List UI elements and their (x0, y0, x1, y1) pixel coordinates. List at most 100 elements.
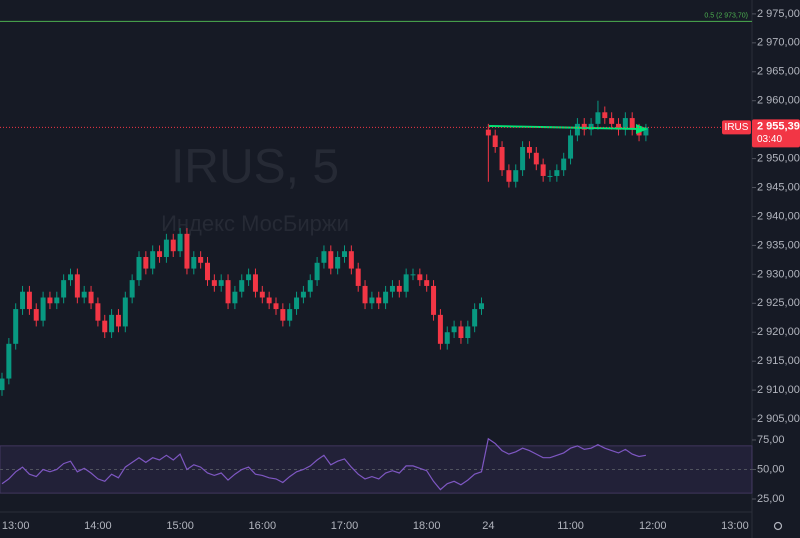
candle-body (40, 297, 46, 321)
rsi-y-tick-label: 25,00 (757, 493, 785, 505)
candle-body (287, 309, 293, 321)
y-tick-label: 2 930,00 (757, 268, 800, 280)
candle-body (547, 175, 553, 177)
candle-body (300, 291, 306, 298)
candle-body (629, 118, 635, 130)
watermark-subtitle: Индекс МосБиржи (161, 211, 349, 236)
candle-body (232, 291, 238, 304)
candle-body (0, 378, 5, 391)
x-tick-label: 11:00 (557, 520, 584, 532)
candle-body (472, 309, 478, 327)
candle-body (33, 309, 39, 321)
candle-body (492, 135, 498, 148)
candle-body (424, 280, 430, 286)
candle-body (150, 251, 156, 269)
candle-body (129, 280, 135, 298)
candle-body (362, 285, 368, 304)
candle-body (184, 233, 190, 269)
settings-icon[interactable] (773, 521, 783, 531)
candle-body (520, 147, 526, 171)
candle-body (444, 332, 450, 344)
x-tick-label: 13:00 (2, 520, 30, 532)
candle-body (102, 320, 108, 333)
candle-body (115, 314, 121, 327)
candle-body (273, 303, 279, 310)
candle-body (328, 251, 334, 269)
y-tick-label: 2 975,00 (757, 8, 800, 20)
y-tick-label: 2 910,00 (757, 384, 800, 396)
candle-body (321, 251, 327, 263)
candle-body (20, 291, 26, 310)
candle-body (177, 233, 183, 252)
candle-body (355, 268, 361, 286)
y-tick-label: 2 945,00 (757, 181, 800, 193)
candle-body (588, 123, 594, 130)
candle-body (431, 285, 437, 315)
candle-body (540, 164, 546, 176)
price-label: 2 955,39 (757, 120, 800, 132)
candle-body (211, 280, 217, 286)
candle-body (143, 256, 149, 269)
candle-body (26, 291, 32, 310)
candle-body (246, 274, 252, 281)
y-tick-label: 2 970,00 (757, 37, 800, 49)
candle-body (609, 118, 615, 124)
candle-body (205, 262, 210, 281)
candle-body (451, 326, 457, 333)
y-tick-label: 2 905,00 (757, 413, 800, 425)
candle-body (369, 297, 375, 304)
candle-body (218, 280, 224, 286)
y-tick-label: 2 940,00 (757, 210, 800, 222)
settings-gear[interactable] (773, 521, 783, 531)
candle-body (561, 158, 567, 171)
candle-body (622, 118, 628, 130)
candle-body (198, 256, 204, 263)
candle-body (170, 239, 176, 252)
rsi-band (0, 445, 753, 494)
candle-body (533, 152, 539, 165)
y-tick-label: 2 935,00 (757, 239, 800, 251)
candle-body (157, 251, 163, 257)
candle-body (335, 256, 341, 269)
symbol-label: IRUS (725, 122, 749, 133)
candle-body (88, 291, 94, 304)
candle-body (595, 112, 601, 124)
candle-body (47, 297, 53, 304)
rsi-line (1, 437, 647, 491)
candle-body (574, 123, 580, 136)
rsi-y-tick-label: 50,00 (757, 463, 785, 475)
candle-body (383, 291, 389, 304)
countdown-label: 03:40 (757, 134, 782, 145)
candle-body (417, 274, 423, 281)
candle-body (389, 285, 395, 292)
candle-body (239, 280, 245, 292)
candle-body (6, 343, 12, 379)
candle-body (61, 280, 67, 298)
candle-body (410, 274, 416, 276)
candle-body (616, 123, 621, 130)
candle-body (554, 170, 560, 176)
candle-body (54, 297, 60, 304)
candle-body (280, 309, 286, 321)
candle-body (376, 297, 382, 304)
candle-body (314, 262, 320, 281)
x-tick-label: 18:00 (413, 520, 441, 532)
level-label: 0.5 (2 973,70) (704, 12, 748, 19)
candle-body (342, 251, 347, 257)
x-tick-label: 16:00 (249, 520, 277, 532)
candle-body (396, 285, 402, 292)
candle-body (348, 251, 354, 269)
candle-body (109, 314, 115, 333)
candle-body (506, 170, 512, 182)
candle-body (252, 274, 258, 292)
candle-body (225, 280, 231, 304)
x-tick-label: 15:00 (166, 520, 194, 532)
symbol-box (722, 120, 751, 135)
candle-body (294, 297, 300, 310)
candle-body (68, 274, 73, 281)
x-tick-label: 14:00 (84, 520, 112, 532)
candle-body (259, 291, 265, 298)
candle-body (437, 314, 443, 344)
